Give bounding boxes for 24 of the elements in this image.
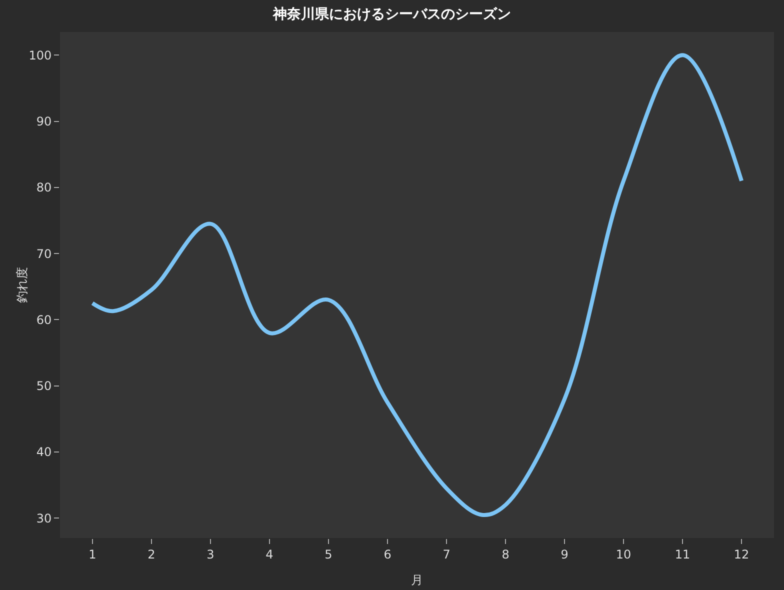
x-axis-title: 月 — [411, 573, 423, 587]
chart-title: 神奈川県におけるシーバスのシーズン — [272, 6, 511, 23]
y-tick-label: 50 — [36, 379, 52, 394]
y-tick-label: 60 — [36, 312, 52, 327]
x-tick-label: 4 — [266, 547, 274, 562]
y-tick-label: 100 — [28, 48, 52, 62]
x-tick-label: 1 — [88, 547, 96, 562]
x-tick-label: 5 — [324, 547, 332, 562]
y-tick-label: 80 — [36, 180, 52, 195]
y-axis-title: 釣れ度 — [15, 267, 29, 303]
x-tick-label: 6 — [384, 547, 392, 562]
x-tick-label: 8 — [502, 547, 510, 562]
x-tick-label: 12 — [734, 547, 750, 562]
y-tick-label: 90 — [36, 114, 52, 128]
x-tick-label: 3 — [206, 547, 214, 562]
x-tick-label: 7 — [442, 547, 450, 562]
y-tick-label: 40 — [36, 445, 52, 460]
x-tick-label: 11 — [674, 547, 690, 562]
line-series — [90, 53, 744, 517]
y-tick-label: 30 — [36, 511, 52, 526]
x-tick-label: 2 — [148, 547, 156, 562]
y-tick-label: 70 — [36, 246, 52, 261]
x-tick-label: 9 — [560, 547, 568, 562]
x-tick-label: 10 — [616, 547, 632, 562]
